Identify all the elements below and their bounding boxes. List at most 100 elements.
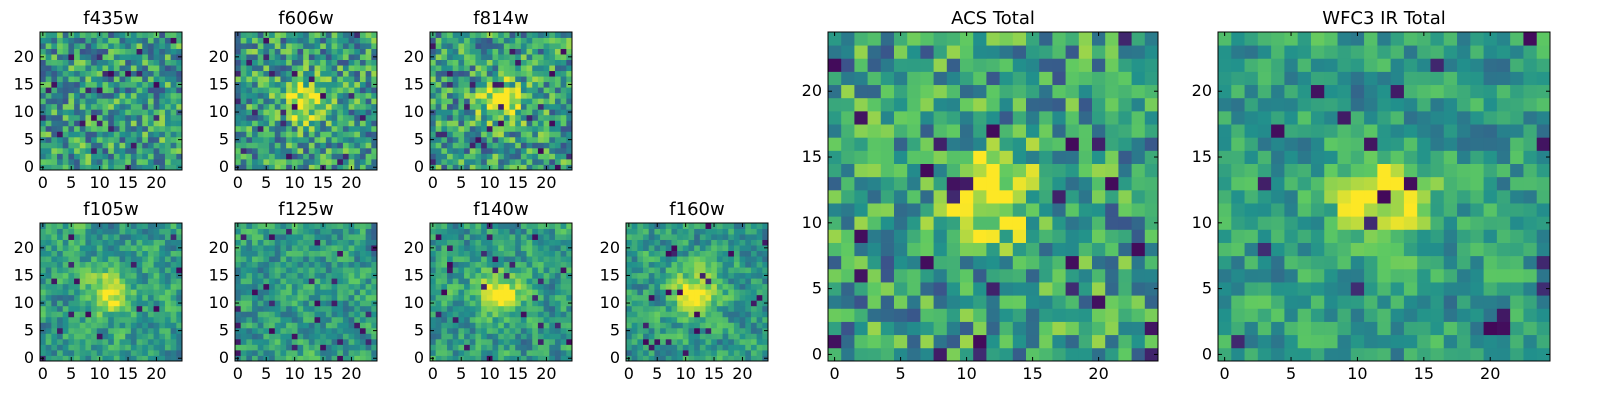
heatmap-cell [631, 338, 638, 345]
heatmap-cell [314, 87, 321, 94]
heatmap-cell [331, 322, 338, 329]
heatmap-cell [96, 125, 103, 132]
heatmap-cell [159, 223, 166, 229]
heatmap-cell [762, 311, 769, 318]
heatmap-cell [85, 164, 92, 171]
heatmap-cell [430, 142, 437, 149]
y-tick-label: 0 [24, 348, 34, 367]
heatmap-cell [331, 349, 338, 356]
heatmap-cell [626, 278, 633, 285]
y-tick-label: 10 [404, 102, 424, 121]
heatmap-cell [733, 344, 740, 351]
x-tick-label: 20 [732, 364, 752, 383]
y-tick-label: 5 [414, 130, 424, 149]
heatmap-cell [705, 322, 712, 329]
heatmap-cell [240, 344, 247, 351]
heatmap-cell [464, 120, 471, 127]
heatmap-cell [308, 103, 315, 110]
heatmap-cell [354, 164, 361, 171]
heatmap-cell [119, 327, 126, 334]
heatmap-cell [486, 261, 493, 268]
heatmap-cell [159, 272, 166, 279]
heatmap-cell [91, 349, 98, 356]
heatmap-cell [252, 147, 259, 154]
heatmap-cell [79, 278, 86, 285]
heatmap-cell [176, 114, 183, 121]
heatmap-cell [274, 32, 281, 38]
heatmap-cell [699, 289, 706, 296]
heatmap-cell [537, 120, 544, 127]
heatmap-cell [486, 48, 493, 55]
heatmap-cell [359, 59, 367, 66]
heatmap-cell [566, 70, 573, 77]
heatmap-cell [274, 142, 281, 149]
heatmap-cell [62, 223, 69, 229]
heatmap-cell [74, 234, 81, 240]
heatmap-cell [475, 355, 482, 362]
heatmap-cell [631, 283, 638, 290]
heatmap-cell [543, 125, 550, 132]
heatmap-cell [170, 158, 177, 165]
heatmap-cell [631, 239, 638, 246]
heatmap-cell [894, 282, 908, 296]
heatmap-cell [498, 164, 505, 171]
heatmap-cell [85, 311, 92, 318]
heatmap-cell [136, 158, 143, 165]
heatmap-cell [762, 289, 769, 296]
heatmap-cell [280, 59, 287, 66]
heatmap-cell [452, 54, 459, 60]
heatmap-cell [68, 234, 75, 240]
heatmap-cell [96, 272, 103, 279]
heatmap-cell [1026, 242, 1040, 257]
heatmap-cell [867, 255, 882, 270]
heatmap-cell [164, 250, 172, 257]
heatmap-cell [337, 43, 344, 49]
heatmap-cell [320, 250, 327, 257]
heatmap-cell [705, 261, 712, 268]
heatmap-cell [933, 255, 948, 270]
heatmap-cell [136, 70, 143, 77]
heatmap-cell [74, 125, 81, 132]
heatmap-cell [509, 158, 516, 165]
heatmap-cell [297, 355, 304, 362]
heatmap-cell [728, 316, 735, 323]
heatmap-cell [348, 120, 355, 127]
heatmap-cell [986, 334, 1000, 349]
heatmap-cell [136, 311, 143, 318]
heatmap-cell [933, 163, 948, 178]
heatmap-cell [342, 256, 349, 263]
heatmap-cell [711, 333, 718, 340]
heatmap-cell [102, 322, 109, 329]
heatmap-cell [643, 300, 650, 307]
heatmap-cell [45, 355, 52, 362]
heatmap-cell [560, 250, 567, 257]
heatmap-cell [235, 158, 242, 165]
heatmap-cell [91, 147, 98, 154]
heatmap-cell [142, 272, 149, 279]
heatmap-cell [435, 245, 442, 251]
heatmap-cell [147, 136, 154, 143]
heatmap-cell [682, 283, 689, 290]
heatmap-cell [665, 311, 672, 318]
heatmap-cell [435, 142, 442, 149]
heatmap-cell [57, 338, 64, 345]
heatmap-cell [447, 250, 454, 257]
heatmap-cell [74, 289, 81, 296]
heatmap-cell [841, 176, 855, 191]
heatmap-cell [447, 300, 454, 307]
heatmap-cell [337, 245, 344, 251]
heatmap-cell [45, 261, 52, 268]
heatmap-cell [170, 37, 177, 44]
heatmap-cell [365, 158, 372, 165]
heatmap-cell [337, 234, 344, 240]
heatmap-cell [492, 131, 499, 138]
heatmap-cell [176, 256, 183, 263]
heatmap-cell [750, 322, 758, 329]
heatmap-cell [130, 142, 137, 149]
heatmap-cell [269, 81, 276, 88]
heatmap-cell [136, 300, 143, 307]
heatmap-cell [481, 54, 488, 60]
heatmap-cell [348, 322, 355, 329]
heatmap-cell [51, 327, 58, 334]
heatmap-cell [515, 239, 522, 246]
